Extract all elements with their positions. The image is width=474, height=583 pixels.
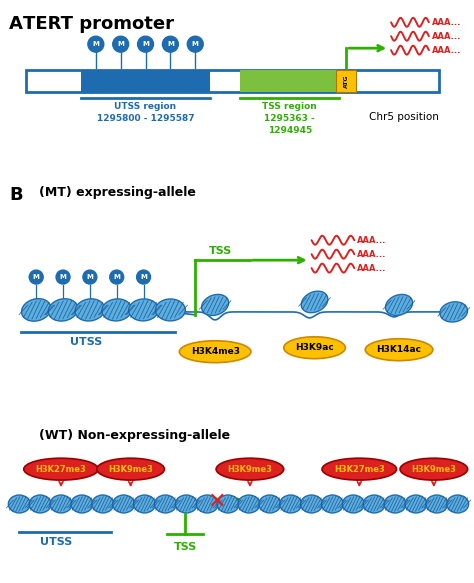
Ellipse shape [322,458,397,480]
Ellipse shape [385,294,412,315]
Text: AAA...: AAA... [432,45,461,55]
Text: H3K9ac: H3K9ac [295,343,334,352]
Ellipse shape [9,495,30,513]
Text: M: M [167,41,174,47]
Text: UTSS region
1295800 - 1295587: UTSS region 1295800 - 1295587 [97,102,194,122]
Ellipse shape [155,495,176,513]
Text: H3K4me3: H3K4me3 [191,347,240,356]
Ellipse shape [280,495,301,513]
Ellipse shape [217,495,239,513]
Ellipse shape [405,495,427,513]
Text: M: M [142,41,149,47]
Text: (WT) Non-expressing-allele: (WT) Non-expressing-allele [39,429,230,442]
Bar [240,70,339,92]
Ellipse shape [50,495,72,513]
Ellipse shape [440,302,467,322]
Ellipse shape [128,299,158,321]
Ellipse shape [284,337,346,359]
Bar [81,70,210,92]
Ellipse shape [29,495,51,513]
Text: UTSS: UTSS [40,537,72,547]
Ellipse shape [48,298,78,321]
Circle shape [187,36,203,52]
Ellipse shape [21,298,51,321]
Text: AAA...: AAA... [357,236,387,245]
Ellipse shape [155,299,185,321]
Text: M: M [60,274,66,280]
Ellipse shape [102,299,132,321]
Text: H3K9me3: H3K9me3 [108,465,153,473]
Ellipse shape [201,294,228,315]
Text: AAA...: AAA... [432,31,461,41]
Circle shape [137,270,151,284]
Text: Chr5 position: Chr5 position [369,112,439,122]
Ellipse shape [301,495,322,513]
Ellipse shape [97,458,164,480]
Text: AAA...: AAA... [357,264,387,273]
Text: (MT) expressing-allele: (MT) expressing-allele [39,185,196,198]
Circle shape [110,270,124,284]
Ellipse shape [400,458,468,480]
Circle shape [137,36,154,52]
Ellipse shape [179,341,251,363]
Ellipse shape [447,495,469,513]
Text: M: M [86,274,93,280]
Bar [337,70,356,92]
Ellipse shape [363,495,385,513]
Ellipse shape [342,495,364,513]
Ellipse shape [113,495,135,513]
Text: TSS: TSS [209,246,232,256]
Ellipse shape [426,495,448,513]
Text: UTSS: UTSS [70,337,102,347]
Text: H3K14ac: H3K14ac [376,345,421,354]
Ellipse shape [259,495,281,513]
Ellipse shape [175,495,197,513]
Ellipse shape [238,495,260,513]
Text: M: M [113,274,120,280]
Text: ATG: ATG [344,75,349,88]
Circle shape [56,270,70,284]
Ellipse shape [75,299,105,321]
Circle shape [83,270,97,284]
Ellipse shape [321,495,343,513]
Ellipse shape [196,495,218,513]
Text: M: M [140,274,147,280]
Text: A: A [9,15,23,33]
Ellipse shape [71,495,93,513]
Text: B: B [9,185,23,203]
Text: TSS: TSS [173,542,197,552]
Text: H3K27me3: H3K27me3 [36,465,86,473]
Text: TSS region
1295363 -
1294945: TSS region 1295363 - 1294945 [262,102,317,135]
Text: H3K27me3: H3K27me3 [334,465,385,473]
Text: M: M [33,274,40,280]
Circle shape [29,270,43,284]
Circle shape [88,36,104,52]
Circle shape [113,36,128,52]
Text: H3K9me3: H3K9me3 [228,465,273,473]
Ellipse shape [134,495,155,513]
Text: H3K9me3: H3K9me3 [411,465,456,473]
Text: TERT promoter: TERT promoter [23,15,174,33]
Ellipse shape [365,339,433,361]
Ellipse shape [92,495,114,513]
Text: AAA...: AAA... [357,250,387,259]
Bar [26,70,439,92]
Ellipse shape [384,495,406,513]
Text: M: M [92,41,99,47]
Text: M: M [192,41,199,47]
Text: M: M [117,41,124,47]
Text: AAA...: AAA... [432,18,461,27]
Ellipse shape [24,458,98,480]
Text: ✕: ✕ [207,492,226,512]
Ellipse shape [216,458,284,480]
Ellipse shape [301,291,328,312]
Circle shape [163,36,178,52]
